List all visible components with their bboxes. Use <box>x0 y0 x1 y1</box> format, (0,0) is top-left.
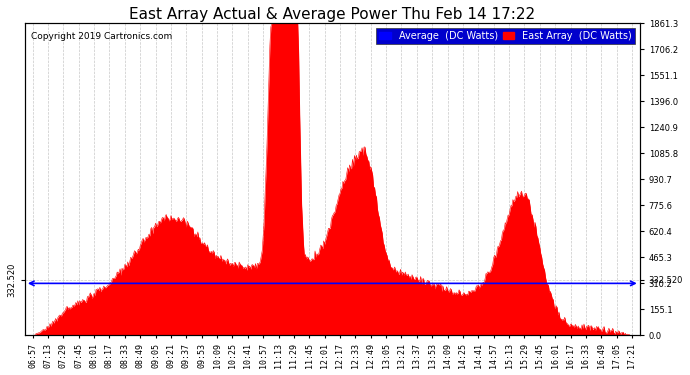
Legend: Average  (DC Watts), East Array  (DC Watts): Average (DC Watts), East Array (DC Watts… <box>376 28 635 44</box>
Title: East Array Actual & Average Power Thu Feb 14 17:22: East Array Actual & Average Power Thu Fe… <box>129 7 535 22</box>
Text: Copyright 2019 Cartronics.com: Copyright 2019 Cartronics.com <box>31 33 172 42</box>
